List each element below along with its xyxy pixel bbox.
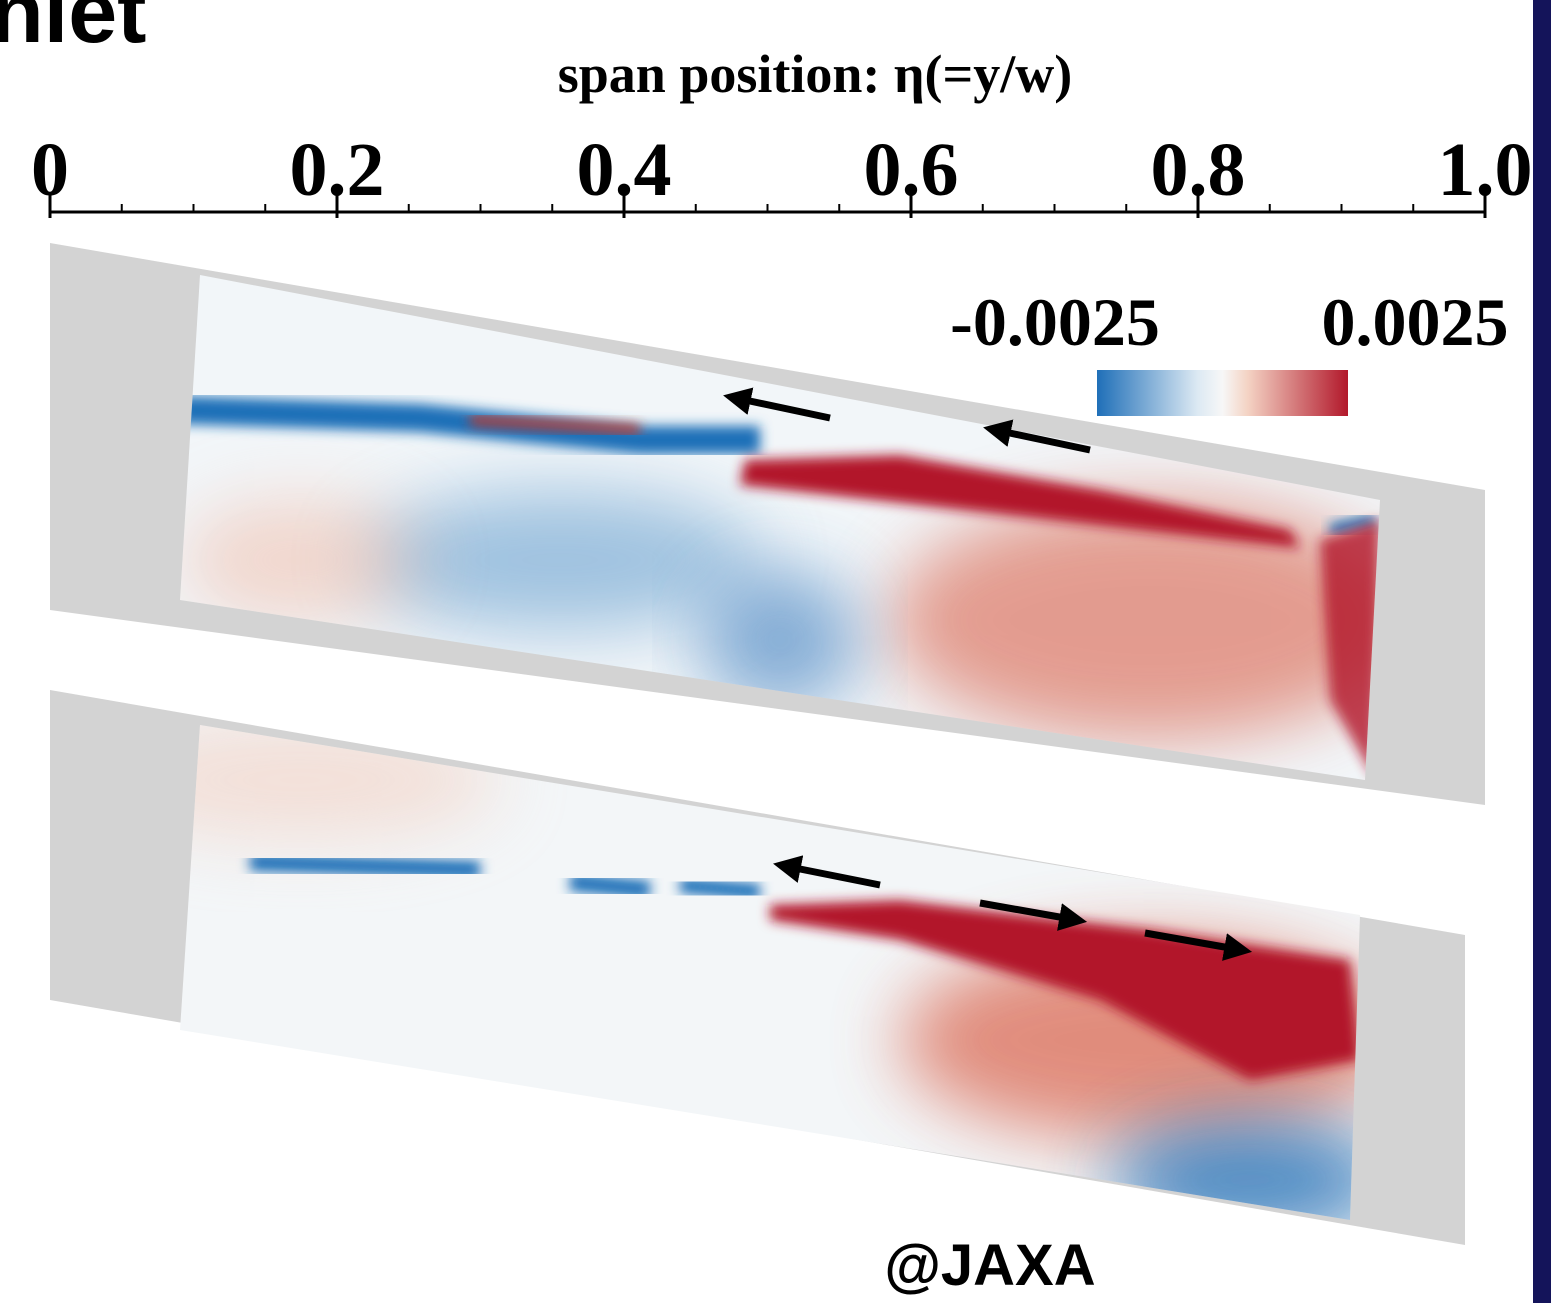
tick-label: 0	[31, 128, 69, 212]
figure: nlet span position: η(=y/w) 0 0.2 0.4 0.6 0.…	[0, 0, 1551, 1303]
credit: @JAXA	[884, 1233, 1095, 1298]
colorbar-label: -0.0025	[950, 284, 1160, 360]
side-bar	[1533, 0, 1551, 1303]
colorbar	[1097, 370, 1348, 416]
colorbar-labels: -0.0025 0.0025	[950, 284, 1508, 360]
axis-title: span position: η(=y/w)	[558, 44, 1073, 104]
span-axis: 0 0.2 0.4 0.6 0.8 1.0	[31, 128, 1533, 218]
tick-label: 1.0	[1438, 128, 1533, 212]
tick-label: 0.6	[864, 128, 959, 212]
colorbar-label: 0.0025	[1322, 284, 1509, 360]
top-panel	[50, 243, 1485, 805]
tick-label: 0.4	[577, 128, 672, 212]
tick-label: 0.8	[1151, 128, 1246, 212]
tick-label: 0.2	[290, 128, 385, 212]
slide-title: nlet	[0, 0, 146, 61]
